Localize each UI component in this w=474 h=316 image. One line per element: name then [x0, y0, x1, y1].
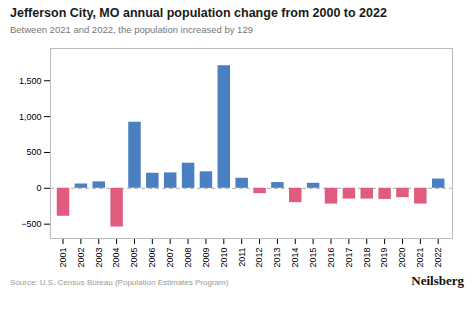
- svg-text:2016: 2016: [326, 248, 336, 268]
- svg-text:2014: 2014: [290, 248, 300, 268]
- svg-text:2005: 2005: [129, 248, 139, 268]
- svg-text:2022: 2022: [433, 248, 443, 268]
- svg-text:2002: 2002: [76, 248, 86, 268]
- svg-text:2017: 2017: [344, 248, 354, 268]
- svg-text:2018: 2018: [362, 248, 372, 268]
- svg-text:2015: 2015: [308, 248, 318, 268]
- svg-text:1,000: 1,000: [19, 111, 42, 121]
- svg-text:2012: 2012: [254, 248, 264, 268]
- svg-text:2009: 2009: [201, 248, 211, 268]
- svg-text:2001: 2001: [58, 248, 68, 268]
- svg-text:2010: 2010: [219, 248, 229, 268]
- svg-text:1,500: 1,500: [19, 76, 42, 86]
- html-text:Between 2021 and 2022, the pop: Between 2021 and 2022, the population in…: [10, 24, 253, 35]
- html-text:Source: U.S. Census Bureau (Po: Source: U.S. Census Bureau (Population E…: [10, 278, 229, 287]
- svg-text:500: 500: [26, 147, 41, 157]
- svg-text:−500: −500: [21, 219, 41, 229]
- svg-text:2003: 2003: [94, 248, 104, 268]
- svg-text:2020: 2020: [397, 248, 407, 268]
- svg-text:2008: 2008: [183, 248, 193, 268]
- svg-text:2013: 2013: [272, 248, 282, 268]
- svg-text:2011: 2011: [237, 248, 247, 267]
- svg-text:0: 0: [36, 183, 41, 193]
- svg-text:2006: 2006: [147, 248, 157, 268]
- svg-text:2019: 2019: [379, 248, 389, 268]
- svg-text:2021: 2021: [415, 248, 425, 268]
- html-text:Jefferson City, MO annual popu: Jefferson City, MO annual population cha…: [10, 6, 387, 20]
- svg-text:2007: 2007: [165, 248, 175, 268]
- svg-text:2004: 2004: [111, 248, 121, 268]
- html-text:Neilsberg: Neilsberg: [411, 273, 464, 288]
